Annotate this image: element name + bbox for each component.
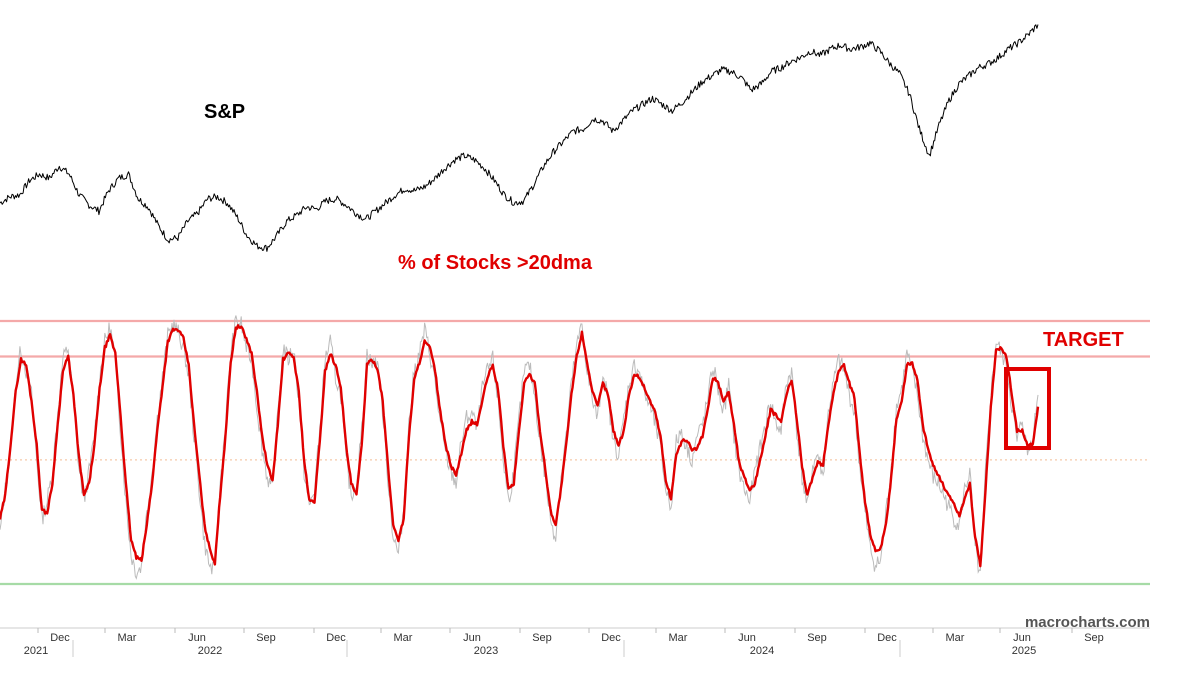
x-tick-label: Sep [807, 632, 827, 644]
watermark: macrocharts.com [1025, 614, 1150, 631]
breadth-raw-line [0, 315, 1039, 580]
year-label: 2022 [198, 645, 222, 657]
x-tick-label: Jun [463, 632, 481, 644]
year-label: 2021 [24, 645, 48, 657]
x-tick-label: Sep [1084, 632, 1104, 644]
reference-lines [0, 319, 1150, 586]
x-tick-label: Jun [738, 632, 756, 644]
x-tick-label: Mar [669, 632, 688, 644]
x-tick-label: Sep [532, 632, 552, 644]
x-tick-label: Dec [50, 632, 70, 644]
x-tick-label: Mar [118, 632, 137, 644]
sp-price-panel [0, 24, 1039, 252]
x-tick-label: Dec [601, 632, 621, 644]
sp-price-line [0, 24, 1039, 252]
x-tick-label: Dec [877, 632, 897, 644]
x-tick-label: Sep [256, 632, 276, 644]
breadth-smoothed-line [0, 324, 1040, 568]
x-axis: Dec Mar Jun Sep Dec Mar Jun Sep Dec Mar Jun Sep Dec M… [0, 627, 1150, 657]
x-tick-label: Mar [946, 632, 965, 644]
target-box [1004, 367, 1051, 450]
sp-label: S&P [204, 101, 245, 123]
breadth-label: % of Stocks >20dma [398, 252, 593, 274]
target-label: TARGET [1043, 329, 1124, 351]
x-tick-label: Jun [188, 632, 206, 644]
x-tick-label: Mar [394, 632, 413, 644]
x-tick-label: Dec [326, 632, 346, 644]
x-tick-label: Jun [1013, 632, 1031, 644]
breadth-panel [0, 315, 1040, 580]
year-label: 2025 [1012, 645, 1036, 657]
year-label: 2024 [750, 645, 774, 657]
year-label: 2023 [474, 645, 498, 657]
